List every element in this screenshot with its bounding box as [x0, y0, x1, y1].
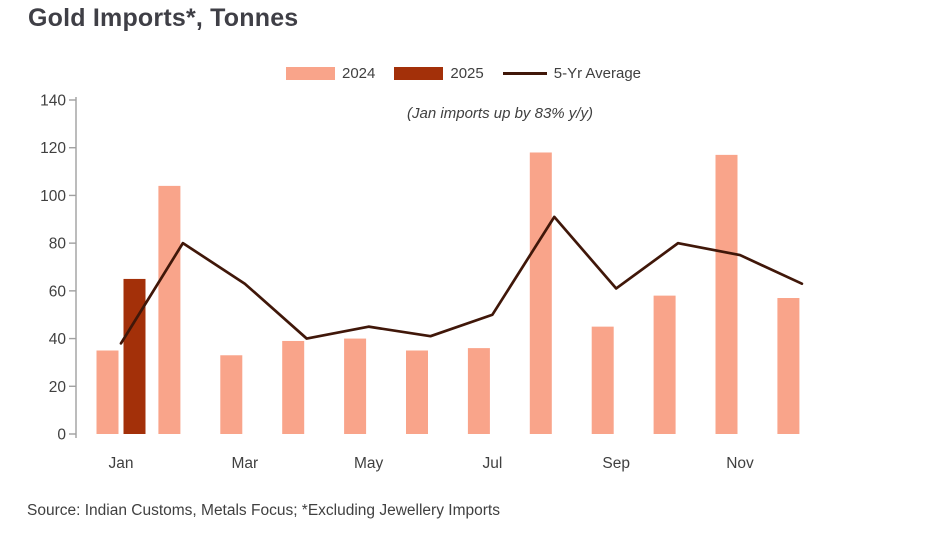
legend-item-5yr-average: 5-Yr Average	[502, 65, 642, 82]
bar-2024-may	[344, 338, 367, 434]
x-tick-label-mar: Mar	[231, 455, 258, 472]
y-tick-label-20: 20	[49, 379, 67, 396]
x-tick-label-sep: Sep	[602, 455, 630, 472]
legend-item-2024: 2024	[286, 65, 375, 82]
line-5yr-average	[119, 215, 804, 345]
legend-swatch-2024	[286, 67, 335, 80]
chart-title: Gold Imports*, Tonnes	[28, 4, 299, 32]
bar-2024-apr	[282, 340, 305, 434]
bar-2024-nov	[715, 154, 738, 434]
bar-2024-jun	[406, 350, 428, 434]
y-tick-label-0: 0	[57, 427, 66, 444]
y-tick-label-40: 40	[49, 331, 67, 348]
x-tick-label-jan: Jan	[109, 455, 134, 472]
legend-swatch-5yr-average	[502, 72, 547, 75]
bar-2024-dec	[777, 298, 800, 434]
legend-label-2025: 2025	[450, 65, 484, 82]
bar-2024-mar	[220, 355, 243, 434]
x-tick-label-may: May	[354, 455, 384, 472]
y-tick-label-80: 80	[49, 236, 67, 253]
legend-swatch-2025	[394, 67, 444, 80]
chart-annotation: (Jan imports up by 83% y/y)	[407, 105, 593, 122]
source-note: Source: Indian Customs, Metals Focus; *E…	[27, 502, 500, 519]
x-tick-label-nov: Nov	[726, 455, 754, 472]
y-tick-label-60: 60	[49, 283, 67, 300]
bar-2024-jul	[467, 348, 490, 434]
bar-2024-aug	[529, 152, 552, 434]
bar-2025-jan	[123, 278, 146, 434]
legend-item-2025: 2025	[394, 65, 484, 82]
x-tick-label-jul: Jul	[482, 455, 502, 472]
y-tick-label-140: 140	[40, 93, 66, 110]
legend-label-2024: 2024	[342, 65, 376, 82]
bar-2024-oct	[653, 295, 676, 434]
bar-2024-jan	[96, 350, 119, 434]
bar-2024-feb	[158, 185, 181, 434]
bar-2024-sep	[591, 326, 614, 434]
legend-label-5yr-average: 5-Yr Average	[553, 65, 642, 82]
y-tick-label-100: 100	[40, 188, 66, 205]
y-tick-label-120: 120	[40, 140, 66, 157]
legend: 2024 2025 5-Yr Average	[286, 65, 641, 82]
